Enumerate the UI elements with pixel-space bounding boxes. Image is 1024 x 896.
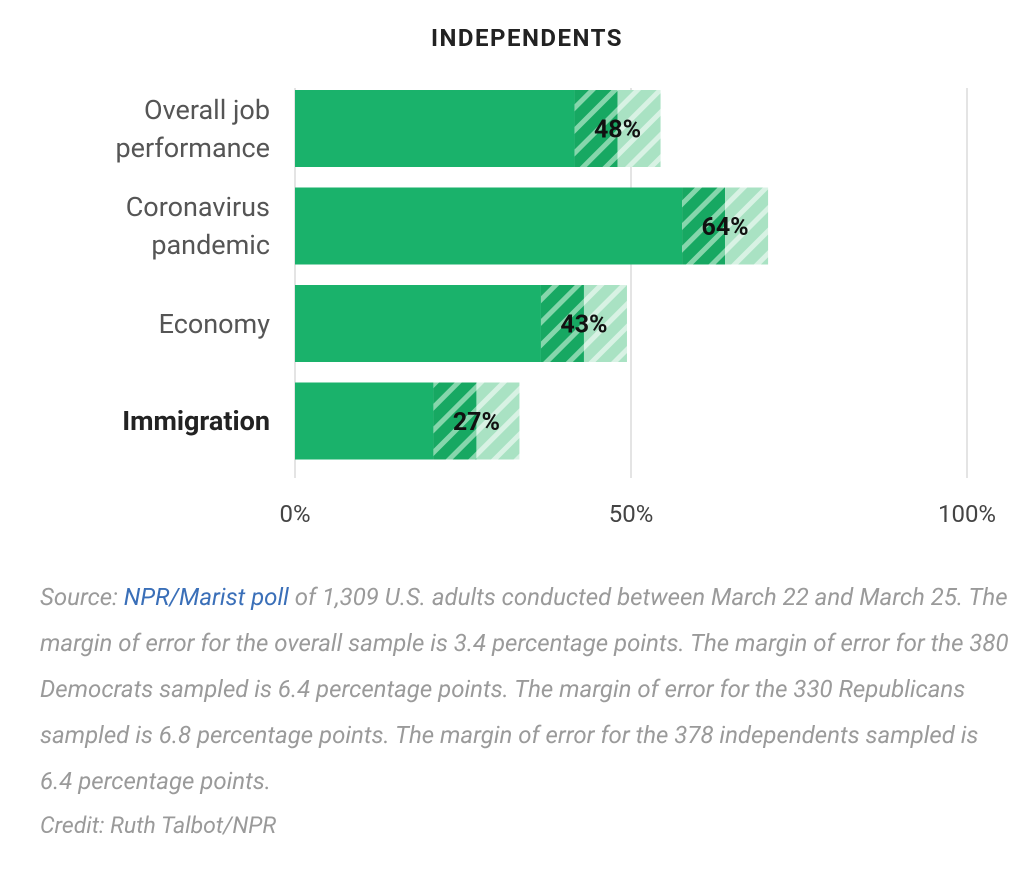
category-label: Coronavirus pandemic bbox=[125, 191, 270, 261]
value-label: 64% bbox=[701, 213, 748, 242]
chart: INDEPENDENTS 0% 50% 100% 48% 64% 43% 27% bbox=[279, 24, 996, 528]
category-label: Overall job performance bbox=[115, 93, 271, 164]
x-tick-label: 50% bbox=[609, 500, 654, 528]
credit: Credit: Ruth Talbot/NPR bbox=[40, 812, 277, 839]
x-tick-label: 0% bbox=[279, 500, 310, 528]
bar bbox=[295, 382, 434, 460]
error-lower bbox=[433, 382, 477, 460]
chart-title: INDEPENDENTS bbox=[431, 24, 623, 52]
source-note: Source: NPR/Marist poll of 1,309 U.S. ad… bbox=[40, 574, 1010, 804]
source-link[interactable]: NPR/Marist poll bbox=[123, 583, 289, 611]
bar bbox=[295, 187, 683, 265]
source-label: Source: bbox=[40, 583, 118, 611]
error-lower bbox=[540, 285, 584, 362]
error-upper bbox=[617, 90, 661, 167]
error-upper bbox=[725, 187, 769, 265]
bar bbox=[295, 90, 575, 167]
bar bbox=[295, 285, 541, 362]
error-lower bbox=[574, 90, 618, 167]
category-label: Economy bbox=[158, 307, 270, 340]
value-label: 43% bbox=[560, 311, 607, 340]
category-label: Immigration bbox=[122, 405, 270, 437]
error-upper bbox=[476, 382, 520, 460]
x-tick-label: 100% bbox=[938, 500, 996, 528]
error-lower bbox=[682, 187, 726, 265]
value-label: 27% bbox=[453, 408, 500, 437]
source-text: of 1,309 U.S. adults conducted between M… bbox=[40, 583, 1009, 795]
value-label: 48% bbox=[594, 116, 641, 145]
error-upper bbox=[583, 285, 627, 362]
